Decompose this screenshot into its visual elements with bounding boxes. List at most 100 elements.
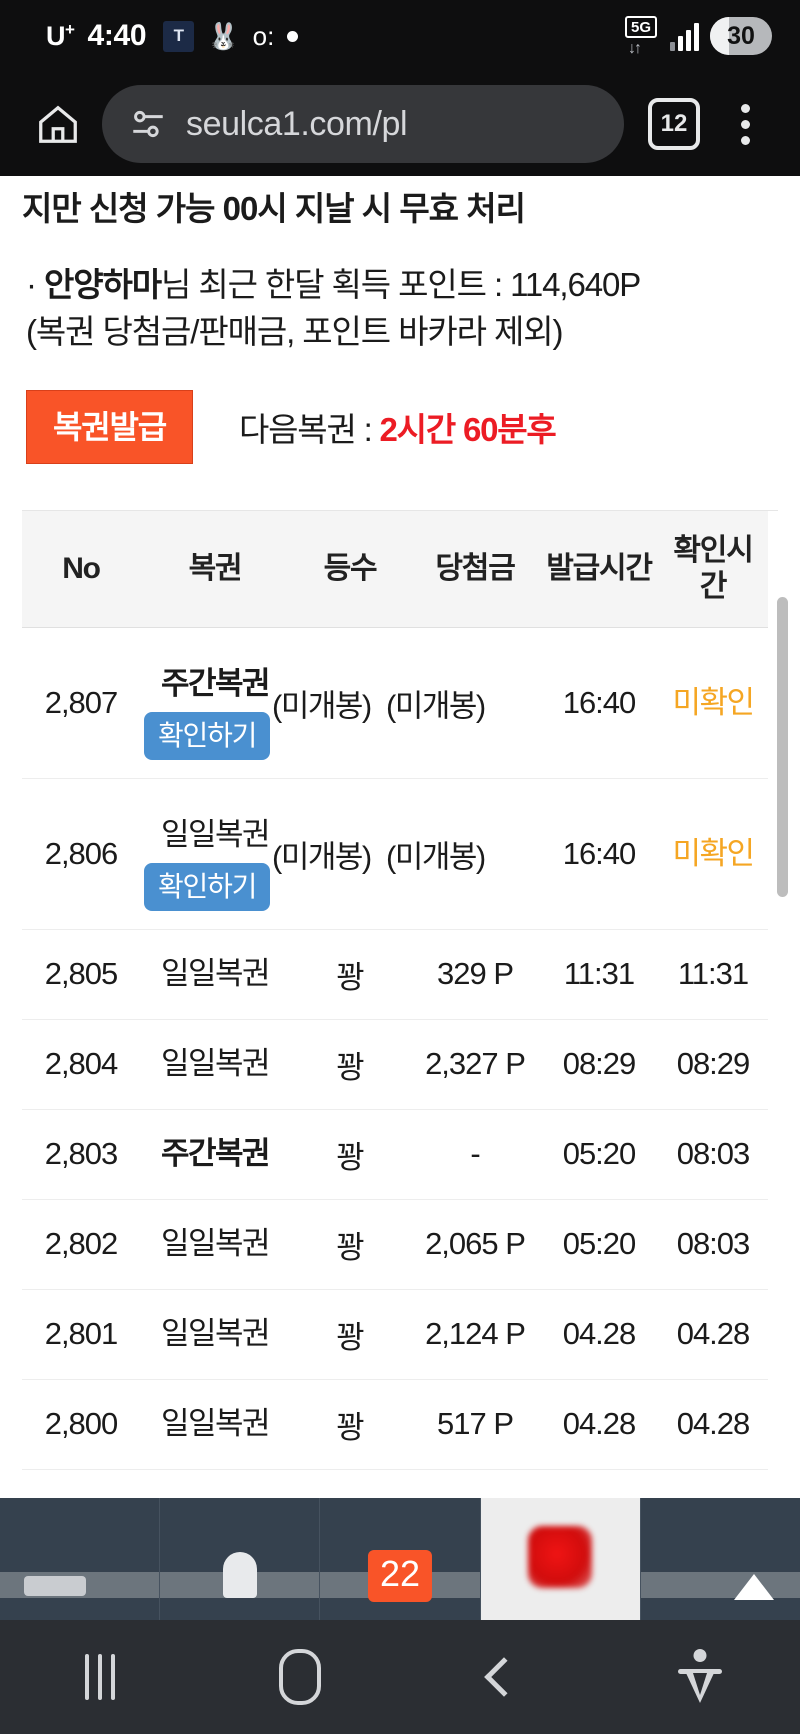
status-unconfirmed: 미확인 — [672, 836, 755, 872]
cell-issue-time: 04.28 — [540, 1379, 658, 1470]
cell-ticket: 일일복권 — [140, 1379, 290, 1470]
cell-ticket: 일일복권 — [140, 1289, 290, 1380]
ticket-name: 일일복권 — [160, 1406, 271, 1442]
battery-indicator: 30 — [710, 17, 772, 55]
cell-check-time: 08:03 — [658, 1199, 768, 1290]
bullet-mark: · — [26, 266, 44, 304]
notification-dot-icon — [287, 30, 299, 42]
carrier-label: U+ — [46, 20, 75, 51]
table-row: 2,802 일일복권 꽝 2,065 P 05:20 08:03 — [22, 1199, 768, 1290]
next-lottery-timer: 다음복권 : 2시간 60분후 — [239, 403, 557, 451]
rank-unopened: (미개봉) — [272, 839, 372, 875]
table-body: 2,807 주간복권 확인하기 (미개봉) (미개봉) 16:40 미확인 2,806 일일복권… — [22, 627, 768, 1470]
cell-no: 2,805 — [22, 929, 140, 1020]
cell-no: 2,802 — [22, 1199, 140, 1290]
tabbar-item-5[interactable] — [640, 1498, 800, 1620]
signal-strength-icon — [670, 21, 699, 51]
cell-no: 2,800 — [22, 1379, 140, 1470]
check-ticket-button[interactable]: 확인하기 — [144, 711, 271, 760]
url-bar[interactable]: seulca1.com/pl — [102, 85, 624, 163]
tabbar-item-1[interactable] — [0, 1498, 161, 1620]
scroll-up-icon — [734, 1574, 775, 1600]
android-navigation-bar — [0, 1620, 800, 1734]
tabbar-item-3[interactable]: 22 — [320, 1498, 481, 1620]
cell-ticket: 주간복권 — [140, 1109, 290, 1200]
tab-badge-count: 22 — [367, 1550, 433, 1602]
cell-no: 2,801 — [22, 1289, 140, 1380]
lottery-action-row: 복권발급 다음복권 : 2시간 60분후 — [0, 356, 800, 464]
header-check-time: 확인시간 — [658, 510, 768, 628]
nav-accessibility-button[interactable] — [600, 1620, 800, 1734]
app-bottom-tabbar: 22 — [0, 1498, 800, 1620]
notice-text: 지만 신청 가능 00시 지날 시 무효 처리 — [22, 190, 526, 227]
cell-rank: 꽝 — [290, 1199, 410, 1290]
cell-prize: 517 P — [410, 1379, 540, 1470]
point-summary: · 안양하마님 최근 한달 획득 포인트 : 114,640P (복권 당첨금/… — [0, 230, 800, 356]
cell-check-time: 미확인 — [658, 627, 768, 779]
status-bar-left: U+ 4:40 T 🐰 o: — [46, 19, 299, 53]
point-value: 114,640P — [510, 266, 641, 304]
cell-rank: (미개봉) — [272, 778, 410, 930]
table-row: 2,801 일일복권 꽝 2,124 P 04.28 04.28 — [22, 1289, 768, 1380]
cell-prize: 2,327 P — [410, 1019, 540, 1110]
table-row: 2,800 일일복권 꽝 517 P 04.28 04.28 — [22, 1379, 768, 1470]
cell-rank: 꽝 — [290, 1379, 410, 1470]
cell-no: 2,806 — [22, 778, 140, 930]
prize-unopened: (미개봉) — [386, 688, 486, 724]
tab-switcher-button[interactable]: 12 — [638, 95, 710, 153]
tabbar-item-4[interactable] — [480, 1498, 641, 1620]
browser-menu-button[interactable] — [710, 103, 780, 145]
vertical-scrollbar[interactable] — [777, 596, 788, 897]
issue-lottery-button[interactable]: 복권발급 — [26, 389, 193, 464]
table-header-row: No 복권 등수 당첨금 발급시간 확인시간 — [22, 510, 768, 628]
cell-check-time: 08:03 — [658, 1109, 768, 1200]
tab-pill-icon — [24, 1576, 86, 1596]
lottery-history-table: No 복권 등수 당첨금 발급시간 확인시간 2,807 주간복권 확인하기 (미개봉… — [22, 510, 768, 1470]
cell-check-time: 미확인 — [658, 778, 768, 930]
home-button[interactable] — [20, 101, 96, 147]
rabbit-icon: 🐰 — [207, 21, 240, 51]
ticket-name: 주간복권 — [160, 665, 271, 701]
table-row: 2,803 주간복권 꽝 -05:20 08:03 — [22, 1109, 768, 1200]
cell-no: 2,804 — [22, 1019, 140, 1110]
cell-prize: (미개봉) — [386, 778, 540, 930]
tab-count-badge: 12 — [648, 98, 700, 150]
nav-back-button[interactable] — [400, 1620, 600, 1734]
ticket-name: 주간복권 — [160, 1136, 271, 1172]
cell-check-time: 04.28 — [658, 1379, 768, 1470]
ticket-name: 일일복권 — [160, 1046, 271, 1082]
emoji-face-icon: o: — [252, 21, 275, 51]
header-prize: 당첨금 — [410, 510, 540, 628]
next-lottery-time: 2시간 60분후 — [379, 410, 557, 448]
table-row: 2,805 일일복권 꽝 329 P 11:31 11:31 — [22, 929, 768, 1020]
cell-prize: 329 P — [410, 929, 540, 1020]
point-note: (복권 당첨금/판매금, 포인트 바카라 제외) — [26, 313, 563, 351]
tabbar-item-2[interactable] — [160, 1498, 321, 1620]
username-label: 안양하마 — [43, 266, 162, 304]
cell-issue-time: 04.28 — [540, 1289, 658, 1380]
table-row: 2,806 일일복권 확인하기 (미개봉) (미개봉) 16:40 미확인 — [22, 778, 768, 930]
tab-oval-icon — [222, 1552, 257, 1598]
check-ticket-button[interactable]: 확인하기 — [144, 862, 271, 911]
cell-no: 2,803 — [22, 1109, 140, 1200]
cell-prize: 2,124 P — [410, 1289, 540, 1380]
recents-icon — [85, 1654, 115, 1700]
ticket-name: 일일복권 — [160, 816, 271, 852]
cell-rank: 꽝 — [290, 1109, 410, 1200]
cell-rank: (미개봉) — [272, 627, 410, 779]
status-unconfirmed: 미확인 — [672, 685, 755, 721]
tab-red-icon — [528, 1526, 593, 1588]
nav-home-button[interactable] — [200, 1620, 400, 1734]
site-settings-icon — [133, 110, 163, 138]
cell-issue-time: 16:40 — [540, 778, 658, 930]
ticket-name: 일일복권 — [160, 1316, 271, 1352]
header-no: No — [22, 510, 140, 628]
cell-rank: 꽝 — [290, 1289, 410, 1380]
web-page-content: 지만 신청 가능 00시 지날 시 무효 처리 · 안양하마님 최근 한달 획득… — [0, 176, 800, 1498]
nav-recents-button[interactable] — [0, 1620, 200, 1734]
more-vertical-icon — [740, 103, 750, 113]
status-bar-clock: 4:40 — [87, 19, 147, 52]
